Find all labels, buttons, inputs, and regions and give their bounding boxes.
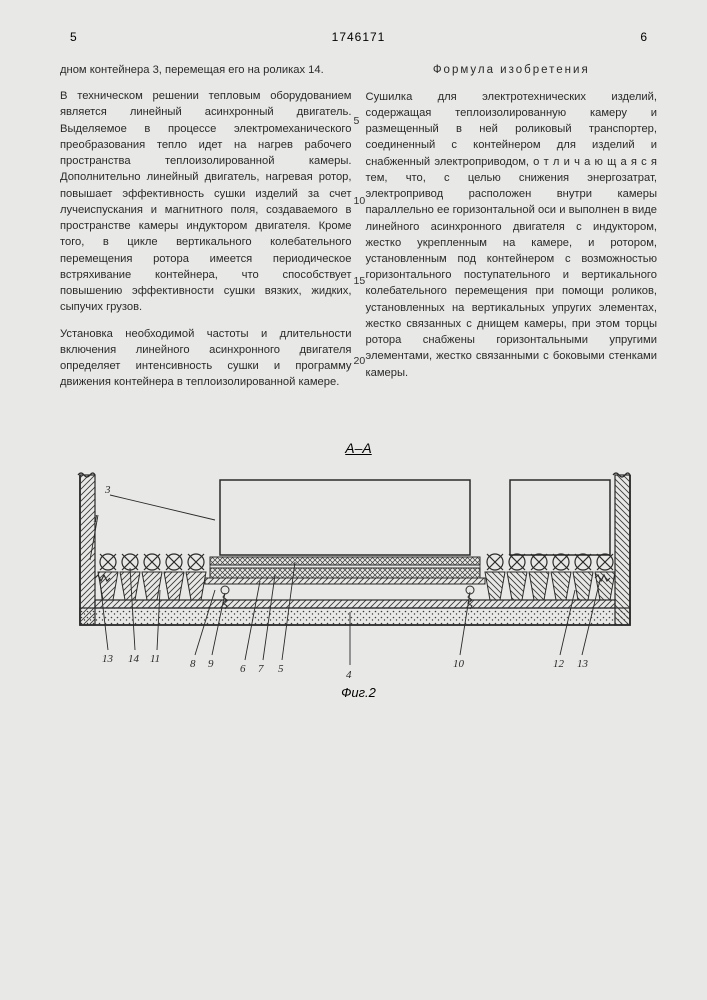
- line-num: 15: [354, 275, 366, 287]
- ref-14: 14: [128, 653, 140, 665]
- patent-number: 1746171: [332, 30, 386, 44]
- ref-12: 12: [553, 658, 565, 670]
- ref-11: 11: [150, 653, 160, 665]
- ref-10: 10: [453, 658, 465, 670]
- left-column: дном контейнера 3, перемещая его на роли…: [60, 62, 352, 400]
- technical-drawing: 3 1 13 14 11 8 9 6 7 5 4 10 12 13: [50, 460, 660, 690]
- line-num: 10: [354, 195, 366, 207]
- paragraph: дном контейнера 3, перемещая его на роли…: [60, 62, 352, 78]
- page-num-right: 6: [640, 30, 647, 44]
- ref-4: 4: [346, 669, 352, 681]
- text-columns: дном контейнера 3, перемещая его на роли…: [60, 62, 657, 400]
- line-num: 20: [354, 355, 366, 367]
- paragraph: Сушилка для электротехнических изделий, …: [366, 89, 658, 381]
- page-header: 5 1746171 6: [60, 30, 657, 44]
- paragraph: Установка необходимой частоты и длительн…: [60, 326, 352, 391]
- ref-13b: 13: [577, 658, 589, 670]
- ref-3: 3: [104, 484, 111, 496]
- section-label: А–А: [345, 440, 371, 456]
- ref-1: 1: [93, 513, 99, 525]
- figure-area: А–А: [60, 440, 657, 720]
- line-num: 5: [354, 115, 360, 127]
- ref-6: 6: [240, 663, 246, 675]
- formula-title: Формула изобретения: [366, 62, 658, 79]
- page-num-left: 5: [70, 30, 77, 44]
- right-column: Формула изобретения Сушилка для электрот…: [366, 62, 658, 400]
- ref-8: 8: [190, 658, 196, 670]
- figure-caption: Фиг.2: [341, 685, 376, 700]
- ref-7: 7: [258, 663, 264, 675]
- ref-13: 13: [102, 653, 114, 665]
- ref-9: 9: [208, 658, 214, 670]
- ref-5: 5: [278, 663, 284, 675]
- paragraph: В техническом решении тепловым оборудова…: [60, 88, 352, 315]
